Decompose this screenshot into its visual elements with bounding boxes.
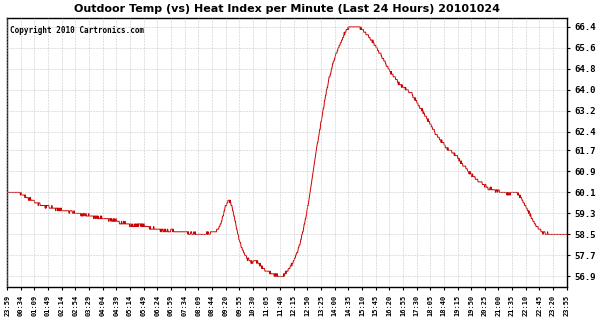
Title: Outdoor Temp (vs) Heat Index per Minute (Last 24 Hours) 20101024: Outdoor Temp (vs) Heat Index per Minute … [74, 4, 500, 14]
Text: Copyright 2010 Cartronics.com: Copyright 2010 Cartronics.com [10, 26, 144, 35]
